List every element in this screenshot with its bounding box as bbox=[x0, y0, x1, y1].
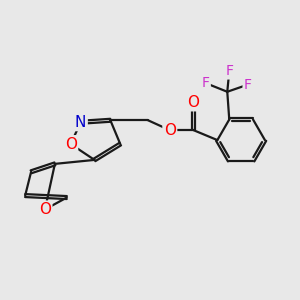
Text: F: F bbox=[225, 64, 233, 78]
Text: O: O bbox=[65, 136, 77, 152]
Text: F: F bbox=[202, 76, 209, 90]
Text: O: O bbox=[164, 123, 176, 138]
Text: O: O bbox=[39, 202, 51, 217]
Text: N: N bbox=[75, 115, 86, 130]
Text: O: O bbox=[188, 95, 200, 110]
Text: F: F bbox=[244, 78, 252, 92]
